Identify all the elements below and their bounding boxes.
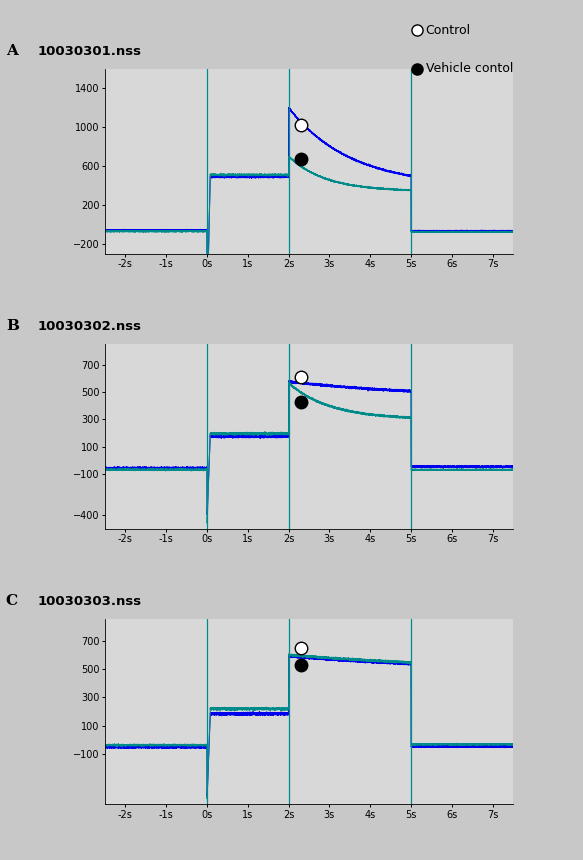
Text: Control: Control [426,23,470,37]
Text: 10030301.nss: 10030301.nss [38,45,142,58]
Text: 10030303.nss: 10030303.nss [38,595,142,608]
Text: A: A [6,44,17,58]
Text: C: C [6,594,18,608]
Text: 10030302.nss: 10030302.nss [38,320,142,333]
Text: B: B [6,319,19,333]
Text: Vehicle contol: Vehicle contol [426,62,513,76]
